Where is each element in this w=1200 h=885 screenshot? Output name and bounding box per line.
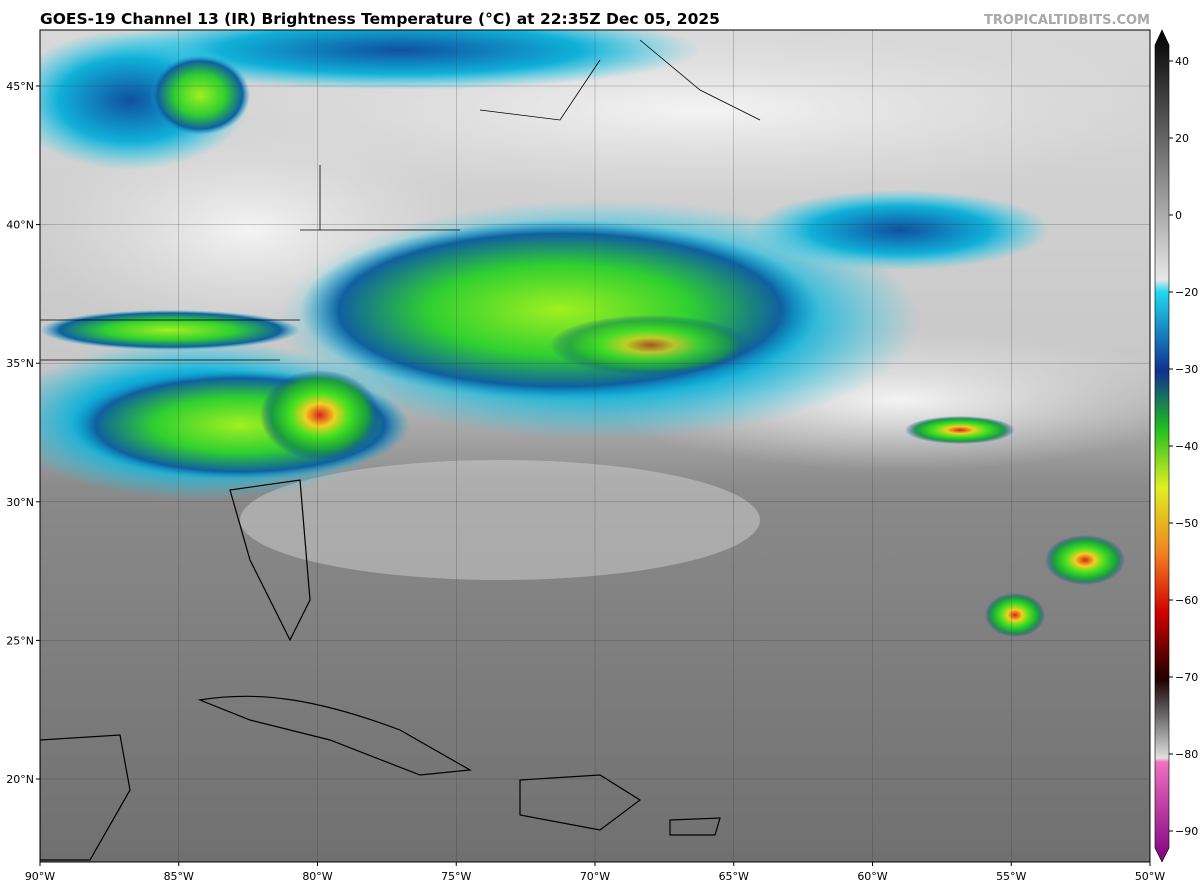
colorbar-label: −70 — [1175, 671, 1198, 684]
lon-label: 70°W — [580, 870, 610, 883]
colorbar-label: −40 — [1175, 440, 1198, 453]
map-frame — [39, 29, 1151, 863]
lat-label: 35°N — [6, 357, 34, 370]
colorbar-label: −30 — [1175, 363, 1198, 376]
lon-label: 75°W — [441, 870, 471, 883]
lon-label: 50°W — [1135, 870, 1165, 883]
colorbar-label: 20 — [1175, 132, 1189, 145]
lon-label: 60°W — [857, 870, 887, 883]
colorbar-label: −60 — [1175, 594, 1198, 607]
colorbar-label: 0 — [1175, 209, 1182, 222]
colorbar — [1154, 29, 1170, 863]
colorbar-label: −20 — [1175, 286, 1198, 299]
graticule — [36, 30, 1151, 866]
lon-label: 65°W — [719, 870, 749, 883]
lon-label: 55°W — [996, 870, 1026, 883]
colorbar-label: −90 — [1175, 825, 1198, 838]
lat-label: 20°N — [6, 773, 34, 786]
satellite-image — [40, 30, 1150, 862]
colorbar-label: 40 — [1175, 55, 1189, 68]
title: GOES-19 Channel 13 (IR) Brightness Tempe… — [40, 10, 720, 28]
source: TROPICALTIDBITS.COM — [984, 13, 1150, 28]
lon-label: 90°W — [25, 870, 55, 883]
lon-label: 80°W — [302, 870, 332, 883]
lat-label: 45°N — [6, 80, 34, 93]
colorbar-label: −80 — [1175, 748, 1198, 761]
lat-label: 30°N — [6, 496, 34, 509]
lat-label: 40°N — [6, 219, 34, 232]
lon-label: 85°W — [164, 870, 194, 883]
lat-label: 25°N — [6, 634, 34, 647]
colorbar-label: −50 — [1175, 517, 1198, 530]
